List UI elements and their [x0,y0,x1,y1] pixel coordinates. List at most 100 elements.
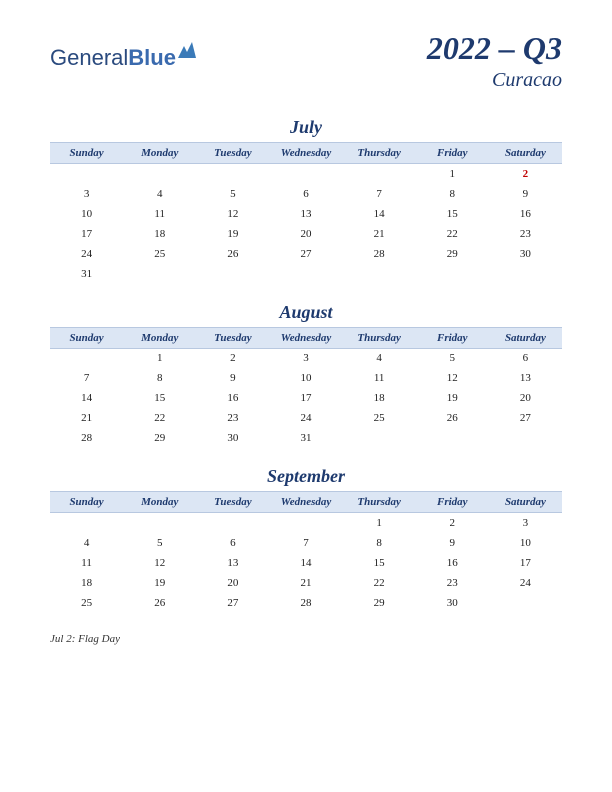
calendar-cell: 2 [489,164,562,184]
calendar-cell: 6 [489,348,562,368]
day-header: Monday [123,492,196,513]
calendar-cell [123,264,196,284]
calendar-cell [196,264,269,284]
calendar-row: 14151617181920 [50,388,562,408]
calendar-cell [123,513,196,533]
calendar-table: SundayMondayTuesdayWednesdayThursdayFrid… [50,491,562,613]
calendar-row: 11121314151617 [50,553,562,573]
calendar-cell: 26 [416,408,489,428]
day-header: Monday [123,143,196,164]
day-header: Wednesday [269,143,342,164]
calendar-cell: 22 [343,573,416,593]
calendar-row: 123 [50,513,562,533]
calendar-cell [50,164,123,184]
calendar-cell: 20 [269,224,342,244]
calendar-cell: 9 [416,533,489,553]
calendar-cell: 23 [416,573,489,593]
calendar-cell: 16 [489,204,562,224]
calendar-cell [269,264,342,284]
calendar-cell: 15 [343,553,416,573]
calendar-cell: 11 [123,204,196,224]
calendar-row: 3456789 [50,184,562,204]
calendar-container: JulySundayMondayTuesdayWednesdayThursday… [50,117,562,613]
calendar-cell: 20 [196,573,269,593]
calendar-row: 252627282930 [50,593,562,613]
calendar-cell: 21 [343,224,416,244]
calendar-cell: 2 [196,348,269,368]
calendar-cell: 16 [196,388,269,408]
calendar-cell: 11 [343,368,416,388]
calendar-cell [123,164,196,184]
calendar-cell: 31 [269,428,342,448]
logo: GeneralBlue [50,38,196,78]
calendar-cell: 27 [489,408,562,428]
calendar-cell: 24 [269,408,342,428]
calendar-cell: 28 [269,593,342,613]
calendar-cell: 25 [343,408,416,428]
day-header: Tuesday [196,492,269,513]
page-title: 2022 – Q3 [427,30,562,67]
day-header: Monday [123,327,196,348]
calendar-cell: 18 [343,388,416,408]
calendar-cell: 31 [50,264,123,284]
calendar-row: 31 [50,264,562,284]
calendar-cell [343,264,416,284]
calendar-cell: 30 [196,428,269,448]
calendar-cell: 19 [123,573,196,593]
calendar-cell: 7 [343,184,416,204]
calendar-cell: 24 [50,244,123,264]
calendar-cell: 19 [416,388,489,408]
calendar-cell: 19 [196,224,269,244]
calendar-cell: 18 [123,224,196,244]
calendar-cell: 14 [343,204,416,224]
day-header: Thursday [343,143,416,164]
calendar-cell [50,513,123,533]
calendar-cell: 16 [416,553,489,573]
calendar-cell: 30 [416,593,489,613]
title-block: 2022 – Q3 Curacao [427,30,562,92]
calendar-cell [489,428,562,448]
calendar-cell: 17 [489,553,562,573]
calendar-cell: 27 [269,244,342,264]
calendar-cell: 24 [489,573,562,593]
logo-icon [178,38,196,64]
calendar-cell: 13 [489,368,562,388]
calendar-cell: 21 [269,573,342,593]
calendar-cell: 1 [123,348,196,368]
holiday-footnote: Jul 2: Flag Day [50,633,562,645]
calendar-cell: 10 [489,533,562,553]
calendar-cell: 3 [489,513,562,533]
calendar-cell: 12 [196,204,269,224]
calendar-cell: 9 [489,184,562,204]
calendar-cell: 15 [123,388,196,408]
calendar-row: 10111213141516 [50,204,562,224]
logo-text-2: Blue [128,45,176,71]
calendar-cell: 14 [50,388,123,408]
day-header: Sunday [50,492,123,513]
calendar-cell: 21 [50,408,123,428]
calendar-cell: 22 [123,408,196,428]
calendar-row: 24252627282930 [50,244,562,264]
calendar-cell: 8 [416,184,489,204]
calendar-cell: 8 [343,533,416,553]
calendar-cell [50,348,123,368]
calendar-row: 45678910 [50,533,562,553]
day-header: Wednesday [269,492,342,513]
calendar-cell: 6 [196,533,269,553]
calendar-cell: 2 [416,513,489,533]
calendar-row: 21222324252627 [50,408,562,428]
logo-text-1: General [50,45,128,71]
calendar-cell: 4 [123,184,196,204]
month-block: AugustSundayMondayTuesdayWednesdayThursd… [50,302,562,449]
calendar-cell: 9 [196,368,269,388]
calendar-cell: 7 [50,368,123,388]
day-header: Thursday [343,492,416,513]
calendar-cell: 23 [489,224,562,244]
calendar-cell [343,164,416,184]
calendar-cell [489,264,562,284]
calendar-cell: 14 [269,553,342,573]
calendar-row: 12 [50,164,562,184]
calendar-cell [269,164,342,184]
day-header: Thursday [343,327,416,348]
day-header: Friday [416,143,489,164]
